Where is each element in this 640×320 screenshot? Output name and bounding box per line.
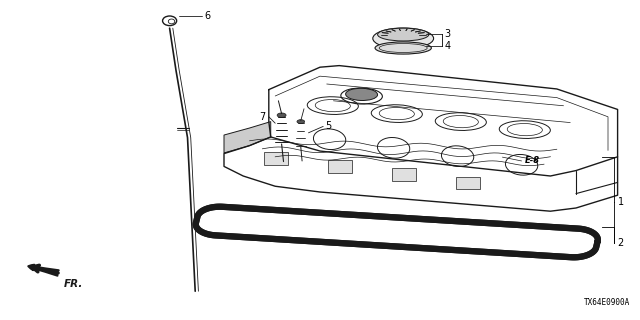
Ellipse shape: [375, 42, 431, 54]
Polygon shape: [264, 152, 288, 165]
Polygon shape: [392, 168, 416, 181]
Text: FR.: FR.: [64, 279, 83, 289]
Polygon shape: [196, 207, 598, 257]
Ellipse shape: [346, 88, 378, 100]
Polygon shape: [456, 177, 480, 189]
Polygon shape: [328, 160, 352, 173]
Ellipse shape: [372, 28, 434, 49]
Text: 5: 5: [325, 121, 332, 132]
Text: E-8: E-8: [525, 156, 540, 165]
Circle shape: [277, 113, 286, 117]
Text: 1: 1: [618, 196, 624, 207]
Text: 3: 3: [445, 28, 451, 39]
Text: 7: 7: [259, 112, 266, 122]
Text: 4: 4: [445, 41, 451, 52]
Text: TX64E0900A: TX64E0900A: [584, 298, 630, 307]
Text: 6: 6: [205, 11, 211, 21]
Text: 2: 2: [618, 238, 624, 248]
Polygon shape: [224, 122, 271, 153]
Ellipse shape: [378, 28, 429, 41]
Circle shape: [297, 120, 305, 124]
